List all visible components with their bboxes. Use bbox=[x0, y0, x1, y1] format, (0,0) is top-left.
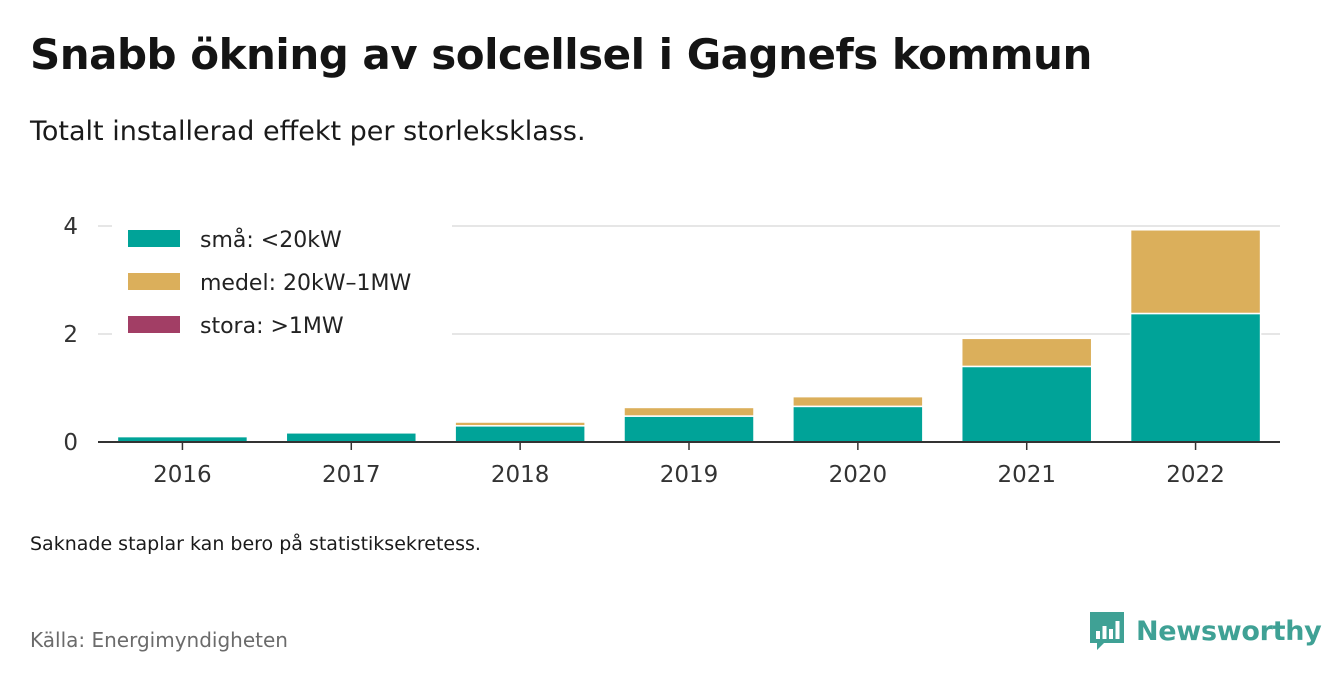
bar-segment bbox=[623, 406, 755, 417]
bar-segment bbox=[1129, 229, 1262, 315]
brand-name: Newsworthy bbox=[1136, 615, 1322, 647]
bar-chart: 0 2 4 2016 2017 2018 2019 2020 2021 2022 små: <20… bbox=[63, 214, 1280, 488]
bar-segment bbox=[1129, 312, 1262, 443]
bar-segment bbox=[285, 432, 418, 443]
legend-swatch bbox=[128, 316, 180, 333]
chart-title: Snabb ökning av solcellsel i Gagnefs kom… bbox=[30, 30, 1092, 79]
x-tick-label: 2017 bbox=[322, 462, 381, 488]
bar-segment bbox=[454, 421, 586, 427]
brand-logo[interactable]: Newsworthy bbox=[1088, 610, 1322, 652]
newsworthy-logo-icon bbox=[1090, 612, 1124, 650]
x-tick-label: 2019 bbox=[660, 462, 719, 488]
bar-segment bbox=[623, 415, 755, 443]
legend-swatch bbox=[128, 273, 180, 290]
bar-segment bbox=[792, 405, 924, 443]
bar-segment bbox=[960, 337, 1093, 368]
chart-note: Saknade staplar kan bero på statistiksek… bbox=[30, 533, 481, 555]
y-tick-label: 4 bbox=[63, 214, 78, 240]
axes: 0 2 4 2016 2017 2018 2019 2020 2021 2022 bbox=[63, 214, 1280, 488]
y-tick-label: 2 bbox=[63, 322, 78, 348]
legend-label: stora: >1MW bbox=[200, 314, 344, 339]
bars bbox=[116, 229, 1262, 443]
legend-swatch bbox=[128, 230, 180, 247]
legend-label: medel: 20kW–1MW bbox=[200, 271, 411, 296]
legend-label: små: <20kW bbox=[200, 227, 342, 253]
x-tick-label: 2020 bbox=[829, 462, 888, 488]
chart-subtitle: Totalt installerad effekt per storlekskl… bbox=[30, 116, 586, 147]
source-credit: Källa: Energimyndigheten bbox=[30, 628, 288, 652]
y-tick-label: 0 bbox=[63, 430, 78, 456]
bar-segment bbox=[454, 425, 586, 443]
x-tick-label: 2021 bbox=[997, 462, 1056, 488]
legend: små: <20kW medel: 20kW–1MW stora: >1MW bbox=[112, 218, 452, 340]
x-tick-label: 2022 bbox=[1166, 462, 1225, 488]
bar-segment bbox=[792, 395, 924, 408]
x-tick-label: 2016 bbox=[153, 462, 212, 488]
x-tick-label: 2018 bbox=[491, 462, 550, 488]
bar-segment bbox=[960, 365, 1093, 443]
